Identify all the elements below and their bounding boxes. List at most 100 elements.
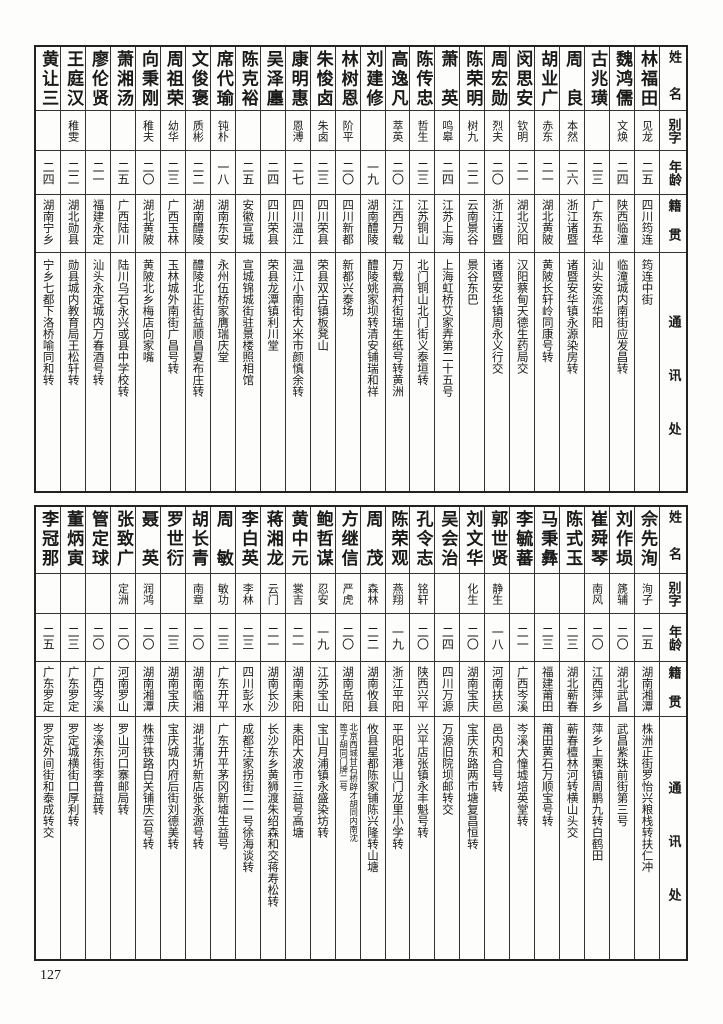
person-alias: 定洲 xyxy=(111,574,135,614)
person-name: 文俊褒 xyxy=(185,47,210,111)
person-name-text: 刘作埙 xyxy=(612,510,633,566)
person-origin-text: 福建永定 xyxy=(91,199,106,245)
person-alias-text: 质彬 xyxy=(191,119,205,142)
person-origin: 四川荣县 xyxy=(310,195,335,253)
person-name-text: 向秉刚 xyxy=(137,50,158,106)
person-address-text: 宣城锦城街驻景楼照相馆 xyxy=(241,259,256,386)
header-name-text: 姓名 xyxy=(666,510,681,560)
person-origin: 陕西临潼 xyxy=(610,195,635,253)
person-address: 岑溪东街李普益转 xyxy=(86,717,110,959)
person-alias-text: 稚夫 xyxy=(141,119,155,142)
person-origin-text: 湖北武昌 xyxy=(615,666,630,712)
person-age: 二〇 xyxy=(335,614,360,662)
person-address: 株洲正街罗怡兴粮栈转扶仁冲 xyxy=(635,717,659,959)
person-address: 永州伍桥家膺瑞庆堂 xyxy=(211,253,235,491)
person-alias: 云门 xyxy=(260,574,285,614)
person-name-text: 张致广 xyxy=(113,510,133,566)
person-address-text: 筠连中街 xyxy=(640,259,655,305)
person-address-text: 北门铜山北门街义泰垣转 xyxy=(415,259,430,386)
person-name-text: 萧英 xyxy=(437,50,458,106)
person-address: 罗山河口寨邮局转 xyxy=(111,717,135,959)
person-address: 邑内和合号转 xyxy=(485,717,509,959)
person-origin-text: 陕西兴平 xyxy=(415,666,430,712)
person-age-text: 一九 xyxy=(365,160,380,185)
person-origin: 湖南湘潭 xyxy=(135,662,160,717)
person-address: 醴陵北正街益顺昌夏布庄转 xyxy=(186,253,210,491)
person-name-text: 管定球 xyxy=(88,510,109,566)
person-alias-text: 定洲 xyxy=(116,582,130,605)
person-name: 刘建修 xyxy=(360,47,385,111)
person-name: 董炳寅 xyxy=(61,507,86,574)
person-alias xyxy=(260,111,285,151)
person-alias-text: 文焕 xyxy=(615,119,629,142)
person-name: 黄让三 xyxy=(36,47,61,111)
person-name: 聂英 xyxy=(135,507,160,574)
person-origin: 湖南长沙 xyxy=(260,662,285,717)
person-address: 岑溪大憧墟培英堂转 xyxy=(510,717,534,959)
person-age-text: 二〇 xyxy=(390,160,405,185)
person-alias: 静生 xyxy=(485,574,510,614)
header-age-text: 年龄 xyxy=(666,159,681,186)
person-address-text: 宝庆东路两市塘复昌恒转 xyxy=(465,723,480,850)
person-alias: 文焕 xyxy=(610,111,635,151)
person-origin: 湖南宝庆 xyxy=(160,662,185,717)
person-alias: 质彬 xyxy=(185,111,210,151)
person-record: 周宏勋 烈夫 二〇 浙江诸暨 诸暨安华镇周永义行交 xyxy=(484,47,510,491)
person-address: 广东开平茅冈新墟生益号 xyxy=(211,717,235,959)
person-origin: 广西岑溪 xyxy=(510,662,535,717)
person-alias: 萃英 xyxy=(385,111,410,151)
person-origin-text: 四川温江 xyxy=(291,199,306,245)
person-name-text: 孔令志 xyxy=(412,510,433,566)
person-origin-text: 河南罗山 xyxy=(116,666,131,712)
person-origin: 湖北武昌 xyxy=(610,662,635,717)
person-origin-text: 江西萍乡 xyxy=(590,666,605,712)
person-record: 佘先洵 洵子 二五 湖南湘潭 株洲正街罗怡兴粮栈转扶仁冲 xyxy=(634,507,659,959)
person-name-text: 李白英 xyxy=(237,510,258,566)
person-alias xyxy=(111,111,135,151)
person-origin-text: 广西陆川 xyxy=(116,199,131,245)
person-address-text: 勋县城内教育局王松轩转 xyxy=(66,259,81,386)
person-alias-text: 李林 xyxy=(241,582,255,605)
person-alias: 篪辅 xyxy=(610,574,635,614)
person-address: 勋县城内教育局王松轩转 xyxy=(61,253,85,491)
person-origin-text: 湖南醴陵 xyxy=(366,199,381,245)
person-name: 胡业广 xyxy=(535,47,560,111)
person-age: 二二 xyxy=(61,151,86,195)
person-record: 刘建修 一九 湖南醴陵 醴陵姚家坝转清安铺瑞和祥 xyxy=(359,47,385,491)
person-age: 二三 xyxy=(310,151,335,195)
person-record: 马秉彝 二三 福建莆田 莆田黄石万顺宝号转 xyxy=(534,507,560,959)
person-name-text: 席代瑜 xyxy=(212,50,233,106)
person-address: 宁乡七都下洛桥喻同和转 xyxy=(36,253,60,491)
person-age-text: 二一 xyxy=(540,160,555,185)
person-address: 汉阳蔡甸天德生药局交 xyxy=(510,253,534,491)
person-origin-text: 云南景谷 xyxy=(465,199,480,245)
person-record: 刘作埙 篪辅 二〇 湖北武昌 武昌紫珠前街第三号 xyxy=(609,507,635,959)
person-alias-text: 阶平 xyxy=(341,119,355,142)
person-address: 荣县龙潭镇利川堂 xyxy=(261,253,285,491)
person-name: 方继信 xyxy=(335,507,360,574)
person-age: 二四 xyxy=(260,151,285,195)
person-age-text: 二七 xyxy=(290,160,305,185)
person-alias-text: 敏功 xyxy=(216,582,230,605)
person-age: 二三 xyxy=(210,614,235,662)
person-alias: 哲生 xyxy=(410,111,435,151)
person-age: 二四 xyxy=(435,151,460,195)
person-address-text: 黄陂北乡梅店向家嘴 xyxy=(141,259,156,363)
person-address-text: 宁乡七都下洛桥喻同和转 xyxy=(41,259,56,386)
person-origin: 浙江诸暨 xyxy=(560,195,585,253)
person-origin: 湖南岳阳 xyxy=(335,662,360,717)
person-origin: 广东五华 xyxy=(585,195,610,253)
person-record: 陈传忠 哲生 二三 江苏铜山 北门铜山北门街义泰垣转 xyxy=(409,47,435,491)
person-age: 二三 xyxy=(535,614,560,662)
person-origin-text: 广东罗定 xyxy=(66,666,81,712)
person-age-text: 二五 xyxy=(640,160,655,185)
person-record: 闵思安 钦明 二一 湖北汉阳 汉阳蔡甸天德生药局交 xyxy=(509,47,535,491)
person-name: 闵思安 xyxy=(510,47,535,111)
person-record: 萧湘汤 二五 广西陆川 陆川乌石永兴或县中学校转 xyxy=(110,47,135,491)
person-name-text: 崔舜琴 xyxy=(587,510,608,566)
person-address-text: 兴平店张镇永丰魁号转 xyxy=(415,723,430,838)
person-name: 陈荣明 xyxy=(460,47,485,111)
person-record: 管定球 二〇 广西岑溪 岑溪东街李普益转 xyxy=(85,507,111,959)
person-origin: 四川温江 xyxy=(285,195,310,253)
person-name-text: 方继信 xyxy=(337,510,358,566)
